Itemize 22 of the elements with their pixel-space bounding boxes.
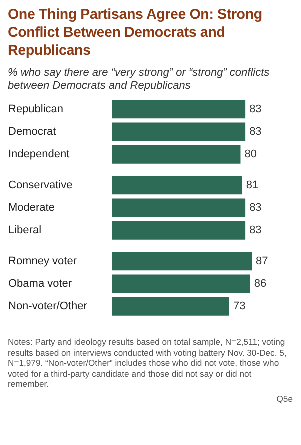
data-label: 81	[246, 179, 259, 192]
y-tick-label: Non-voter/Other	[8, 300, 88, 313]
y-tick-label: Moderate	[8, 202, 55, 214]
data-label: 83	[250, 202, 262, 214]
y-tick-label: Romney voter	[8, 255, 78, 268]
data-label: 87	[256, 255, 268, 268]
y-tick-label: Liberal	[8, 224, 42, 237]
text: Notes: Party and ideology results based on total sample, N=2,511; voting results based on interviews conducted with voting battery Nov. 30-Dec. 5, N=1,979. “Non-voter/Other” includes those who did not vote, those who voted for a third-party candidate and those did not say or did not remember.	[8, 337, 288, 390]
data-label: 83	[250, 103, 262, 116]
data-label: 83	[250, 126, 262, 138]
chart-subtitle: % who say there are “very strong” or “strong” conflicts between Democrats and Republicans	[8, 67, 271, 93]
data-label: 73	[233, 300, 246, 313]
data-label: 83	[250, 224, 262, 237]
text: Q5e	[276, 394, 293, 404]
data-label: 80	[244, 148, 257, 161]
y-tick-label: Obama voter	[8, 278, 72, 290]
y-tick-label: Independent	[8, 148, 70, 161]
y-tick-label: Democrat	[8, 126, 56, 138]
data-label: 86	[254, 278, 267, 290]
y-tick-label: Conservative	[8, 179, 73, 192]
y-tick-label: Republican	[8, 103, 64, 116]
chart-title: One Thing Partisans Agree On: Strong Conflict Between Democrats and Republicans	[8, 6, 264, 60]
